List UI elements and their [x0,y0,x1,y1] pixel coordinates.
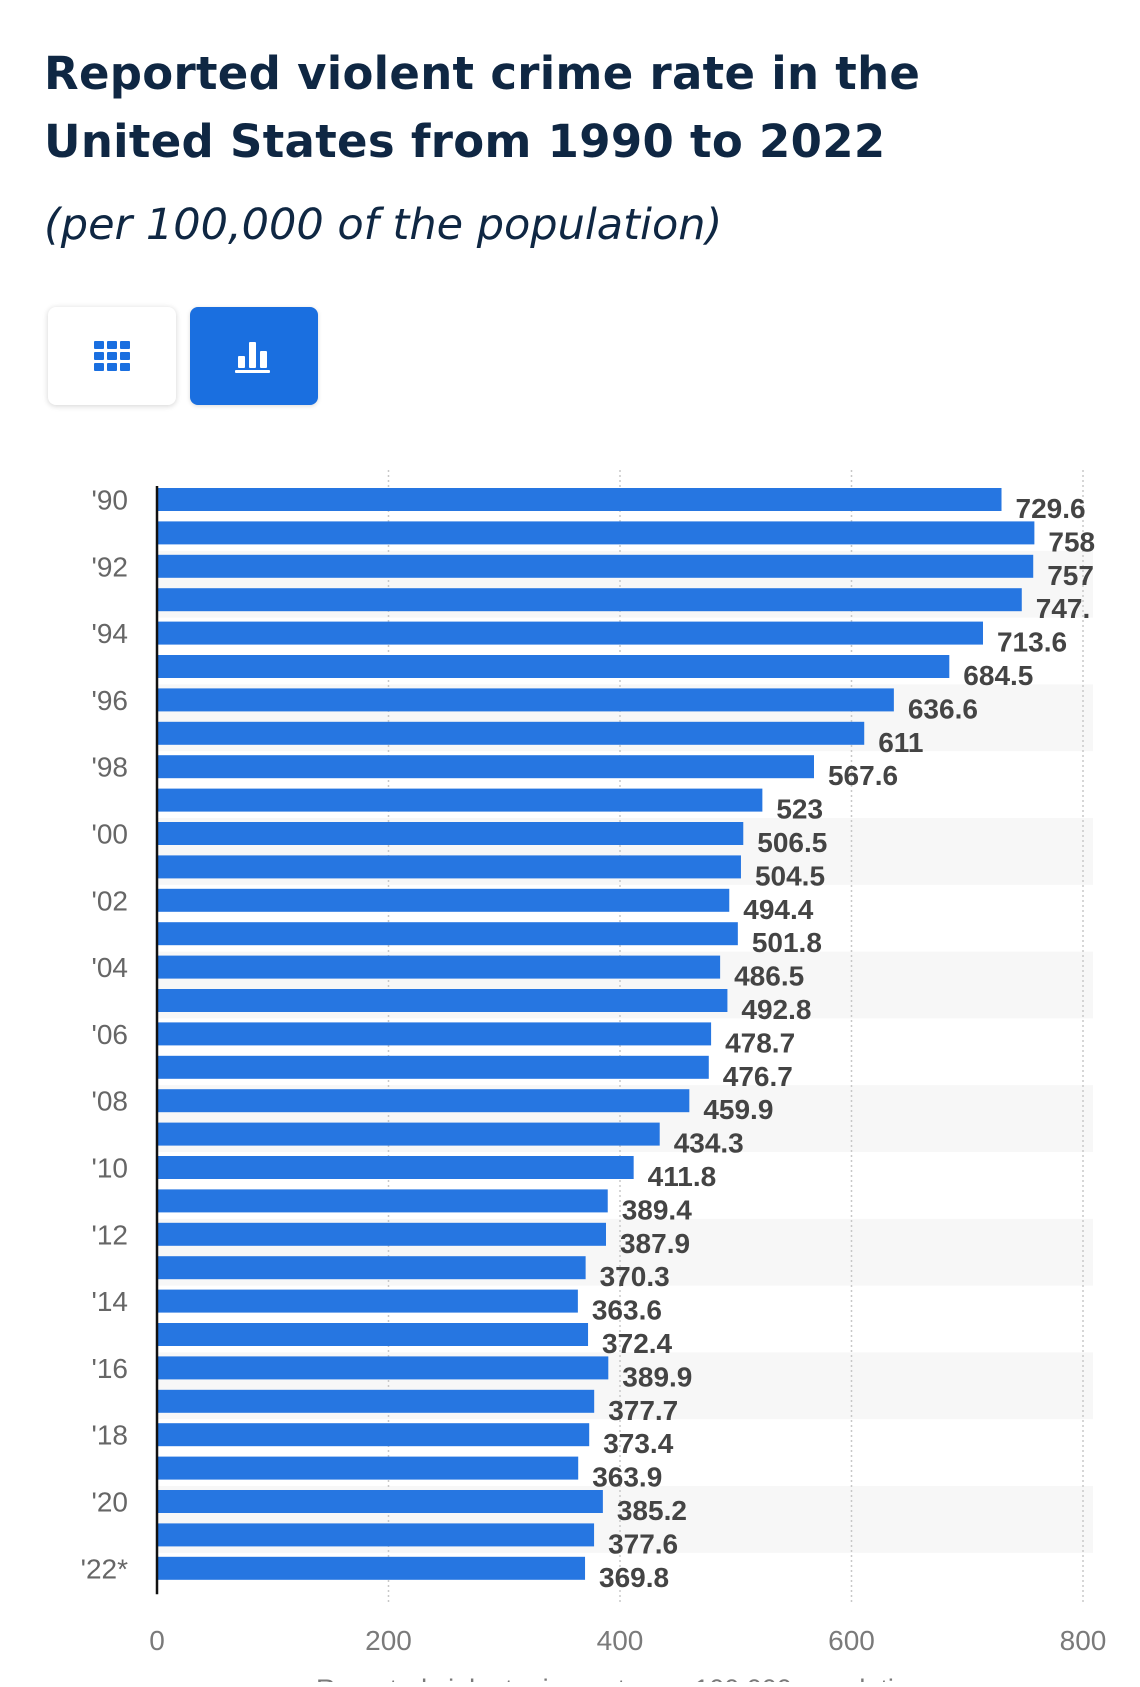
table-grid-icon [94,341,130,371]
bar [157,1490,603,1513]
bar [157,1556,586,1580]
value-label: 369.8 [599,1562,669,1593]
table-view-button[interactable] [48,307,176,405]
value-label: 636.6 [908,693,978,724]
bar [157,1323,589,1346]
bar [157,1256,586,1280]
value-label: 411.8 [648,1161,717,1192]
bar [157,1389,595,1413]
bar [157,1055,709,1079]
bar [157,855,741,879]
value-label: 729.6 [1016,493,1086,524]
bar [157,1122,660,1146]
bar [157,488,1002,511]
bar [157,888,730,912]
value-label: 478.7 [725,1027,795,1058]
value-label: 476.7 [723,1061,793,1092]
bar [157,1189,608,1213]
category-label: '06 [92,1019,129,1050]
value-label: 387.9 [620,1228,690,1259]
value-label: 459.9 [703,1094,773,1125]
bar [157,1523,595,1547]
value-label: 363.6 [592,1295,662,1326]
value-label: 377.6 [608,1528,678,1559]
bar [157,655,950,678]
category-label: '00 [92,819,129,850]
category-label: '04 [92,952,129,983]
value-label: 501.8 [752,927,822,958]
x-tick-label: 400 [597,1625,644,1656]
bar [157,1089,690,1113]
value-label: 757 [1047,560,1094,591]
bar-chart-icon [235,342,270,373]
category-label: '22* [81,1553,128,1584]
bar [157,1456,579,1480]
category-label: '10 [92,1153,129,1184]
value-label: 747. [1036,593,1091,624]
category-label: '12 [92,1219,129,1250]
chart-title: Reported violent crime rate in the Unite… [44,47,921,168]
bar [157,1222,606,1246]
value-label: 372.4 [602,1328,672,1359]
category-label: '94 [92,618,129,649]
chart-subtitle: (per 100,000 of the population) [44,200,723,250]
category-label: '08 [92,1086,129,1117]
bar [157,621,983,645]
value-label: 713.6 [997,627,1067,658]
value-label: 389.9 [622,1361,692,1392]
category-label: '96 [92,685,129,716]
value-label: 758 [1048,526,1095,557]
category-label: '16 [92,1353,129,1384]
x-tick-label: 200 [365,1625,412,1656]
value-label: 486.5 [734,961,804,992]
chart-area: 729.6 '90 758 757 '92 747. 713.6 '94 684.5 636.6 '… [0,470,1140,1687]
bar [157,755,814,779]
bar [157,688,894,712]
value-label: 567.6 [828,760,898,791]
bar [157,1356,609,1380]
bar [157,1289,578,1313]
value-label: 370.3 [600,1261,670,1292]
x-tick-label: 600 [828,1625,875,1656]
value-label: 504.5 [755,860,825,891]
value-label: 434.3 [674,1128,744,1159]
value-label: 377.7 [608,1395,678,1426]
value-label: 373.4 [603,1428,673,1459]
bar [157,922,738,946]
bar [157,521,1035,545]
bar [157,1022,712,1046]
category-label: '20 [92,1487,129,1518]
x-tick-label: 0 [149,1625,165,1656]
value-label: 492.8 [741,994,811,1025]
x-axis-title: Reported violent crime rate per 100,000 … [316,1674,924,1682]
bar [157,554,1034,578]
bar [157,955,721,979]
value-label: 523 [776,794,823,825]
value-label: 389.4 [622,1194,692,1225]
bar [157,721,865,745]
bar [157,989,728,1012]
chart-view-button[interactable] [190,307,318,405]
value-label: 494.4 [743,894,813,925]
value-label: 506.5 [757,827,827,858]
category-label: '92 [92,551,129,582]
bar [157,1156,634,1179]
value-label: 611 [878,727,923,758]
bar [157,588,1022,612]
bar [157,788,763,812]
category-label: '18 [92,1420,129,1451]
bar [157,1423,590,1447]
value-label: 385.2 [617,1495,687,1526]
category-label: '02 [92,885,129,916]
category-label: '90 [92,485,129,516]
category-label: '98 [92,752,129,783]
value-label: 684.5 [963,660,1033,691]
value-label: 363.9 [592,1462,662,1493]
category-label: '14 [92,1286,129,1317]
x-tick-label: 800 [1060,1625,1107,1656]
bar [157,822,744,845]
